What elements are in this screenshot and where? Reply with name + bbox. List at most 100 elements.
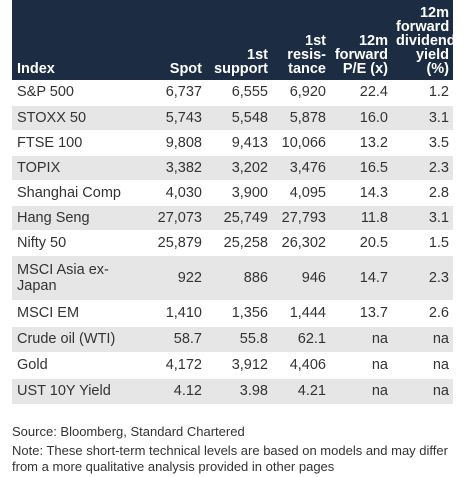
cell-dividend: 2.3 <box>392 155 453 181</box>
cell-dividend: 2.8 <box>392 180 453 206</box>
header-support-line: 1st <box>247 47 268 63</box>
cell-pe: 13.7 <box>330 300 392 327</box>
cell-dividend: na <box>392 352 453 379</box>
table-row: Crude oil (WTI) 58.7 55.8 62.1 na na <box>12 326 453 353</box>
cell-pe: 16.0 <box>330 105 392 131</box>
cell-index: MSCI EM <box>12 300 150 327</box>
cell-pe: na <box>330 378 392 405</box>
cell-index: Hang Seng <box>12 205 150 231</box>
cell-index: MSCI Asia ex-Japan <box>12 255 150 301</box>
header-dividend-line: yield (%) <box>415 47 449 77</box>
cell-dividend: 3.1 <box>392 105 453 131</box>
cell-index: TOPIX <box>12 155 150 181</box>
cell-resistance: 946 <box>272 255 330 301</box>
disclaimer-note: Note: These short-term technical levels … <box>12 443 448 474</box>
header-pe-line: 12m <box>358 33 388 49</box>
cell-support: 3.98 <box>206 378 272 405</box>
market-levels-table: Index Spot 1st support 1st resis- tance … <box>12 0 456 405</box>
cell-dividend: na <box>392 378 453 405</box>
table-row: UST 10Y Yield 4.12 3.98 4.21 na na <box>12 378 453 405</box>
header-resistance: 1st resis- tance <box>272 0 330 80</box>
cell-pe: 14.7 <box>330 255 392 301</box>
header-resistance-line: tance <box>288 61 326 77</box>
cell-support: 1,356 <box>206 300 272 327</box>
table-row: Shanghai Comp 4,030 3,900 4,095 14.3 2.8 <box>12 180 453 206</box>
header-dividend: 12m forward dividend yield (%) <box>392 0 456 80</box>
header-dividend-line: 12m <box>419 5 449 21</box>
table-row: STOXX 50 5,743 5,548 5,878 16.0 3.1 <box>12 105 453 131</box>
cell-dividend: na <box>392 326 453 353</box>
cell-index: Crude oil (WTI) <box>12 326 150 353</box>
cell-pe: na <box>330 352 392 379</box>
table-row: MSCI Asia ex-Japan 922 886 946 14.7 2.3 <box>12 255 453 301</box>
cell-pe: 16.5 <box>330 155 392 181</box>
header-resistance-line: resis- <box>287 47 326 63</box>
cell-index: S&P 500 <box>12 80 150 106</box>
cell-dividend: 3.1 <box>392 205 453 231</box>
table-row: TOPIX 3,382 3,202 3,476 16.5 2.3 <box>12 155 453 181</box>
header-pe-line: forward <box>334 47 388 63</box>
cell-pe: 14.3 <box>330 180 392 206</box>
cell-pe: na <box>330 326 392 353</box>
table-row: Hang Seng 27,073 25,749 27,793 11.8 3.1 <box>12 205 453 231</box>
cell-index: FTSE 100 <box>12 130 150 156</box>
cell-index: UST 10Y Yield <box>12 378 150 405</box>
cell-support: 25,749 <box>206 205 272 231</box>
header-dividend-line: forward <box>396 19 450 35</box>
cell-dividend: 2.3 <box>392 255 453 301</box>
cell-resistance: 1,444 <box>272 300 330 327</box>
cell-spot: 27,073 <box>150 205 206 231</box>
cell-resistance: 4.21 <box>272 378 330 405</box>
cell-dividend: 3.5 <box>392 130 453 156</box>
cell-spot: 4,172 <box>150 352 206 379</box>
cell-pe: 13.2 <box>330 130 392 156</box>
cell-dividend: 2.6 <box>392 300 453 327</box>
cell-resistance: 3,476 <box>272 155 330 181</box>
cell-spot: 1,410 <box>150 300 206 327</box>
cell-pe: 11.8 <box>330 205 392 231</box>
table-row: MSCI EM 1,410 1,356 1,444 13.7 2.6 <box>12 300 453 327</box>
cell-resistance: 62.1 <box>272 326 330 353</box>
cell-index: Nifty 50 <box>12 230 150 256</box>
cell-support: 55.8 <box>206 326 272 353</box>
cell-support: 9,413 <box>206 130 272 156</box>
cell-resistance: 27,793 <box>272 205 330 231</box>
cell-resistance: 4,406 <box>272 352 330 379</box>
cell-support: 6,555 <box>206 80 272 106</box>
cell-pe: 22.4 <box>330 80 392 106</box>
cell-support: 5,548 <box>206 105 272 131</box>
cell-pe: 20.5 <box>330 230 392 256</box>
cell-support: 3,900 <box>206 180 272 206</box>
cell-resistance: 5,878 <box>272 105 330 131</box>
cell-spot: 4,030 <box>150 180 206 206</box>
cell-spot: 6,737 <box>150 80 206 106</box>
table-row: S&P 500 6,737 6,555 6,920 22.4 1.2 <box>12 80 453 106</box>
table-row: FTSE 100 9,808 9,413 10,066 13.2 3.5 <box>12 130 453 156</box>
cell-index: Gold <box>12 352 150 379</box>
cell-resistance: 26,302 <box>272 230 330 256</box>
cell-spot: 9,808 <box>150 130 206 156</box>
header-support: 1st support <box>206 0 272 80</box>
cell-dividend: 1.2 <box>392 80 453 106</box>
header-pe: 12m forward P/E (x) <box>330 0 392 80</box>
cell-support: 3,912 <box>206 352 272 379</box>
table-row: Gold 4,172 3,912 4,406 na na <box>12 352 453 379</box>
cell-resistance: 10,066 <box>272 130 330 156</box>
cell-spot: 58.7 <box>150 326 206 353</box>
cell-index: Shanghai Comp <box>12 180 150 206</box>
cell-support: 25,258 <box>206 230 272 256</box>
table-header-row: Index Spot 1st support 1st resis- tance … <box>12 0 456 80</box>
header-spot: Spot <box>169 61 202 77</box>
table-row: Nifty 50 25,879 25,258 26,302 20.5 1.5 <box>12 230 453 256</box>
header-pe-line: P/E (x) <box>342 61 388 77</box>
cell-resistance: 6,920 <box>272 80 330 106</box>
cell-index: STOXX 50 <box>12 105 150 131</box>
header-resistance-line: 1st <box>305 33 326 49</box>
cell-support: 886 <box>206 255 272 301</box>
header-dividend-line: dividend <box>396 33 456 49</box>
cell-spot: 5,743 <box>150 105 206 131</box>
cell-spot: 4.12 <box>150 378 206 405</box>
header-index: Index <box>17 61 55 77</box>
cell-spot: 3,382 <box>150 155 206 181</box>
